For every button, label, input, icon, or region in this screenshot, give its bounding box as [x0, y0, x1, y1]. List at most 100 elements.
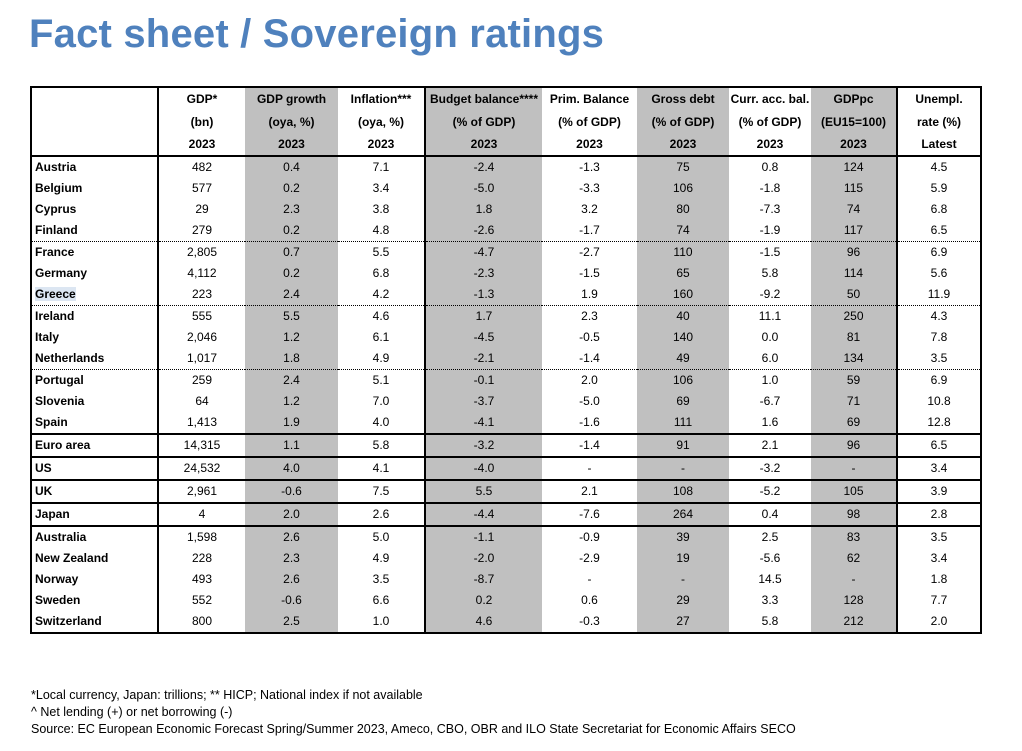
data-cell: 1.2 [245, 327, 338, 348]
data-cell: -5.6 [759, 551, 781, 565]
data-cell: 264 [637, 503, 729, 527]
country-label: Japan [35, 507, 70, 521]
data-cell: 80 [637, 199, 729, 220]
data-cell: 24,532 [158, 457, 245, 481]
data-cell: 4.5 [896, 156, 981, 178]
data-cell: 0.2 [245, 178, 338, 199]
column-header: 2023 [245, 133, 338, 157]
data-cell: 6.5 [896, 220, 981, 242]
data-cell: 0.0 [761, 330, 779, 344]
data-cell: 110 [637, 241, 729, 263]
data-cell: 0.2 [245, 220, 338, 242]
data-cell: 2.4 [245, 369, 338, 391]
data-cell: -1.3 [424, 284, 542, 306]
data-cell: 4.0 [245, 457, 338, 481]
country-label: Switzerland [35, 614, 102, 628]
header-corner [31, 87, 159, 111]
data-cell: 4.9 [338, 348, 425, 370]
data-cell: -2.9 [579, 551, 600, 565]
data-cell: 555 [191, 309, 213, 323]
column-header: Budget balance**** [424, 87, 542, 111]
column-header: GDPpc [811, 87, 897, 111]
data-cell: -0.6 [245, 480, 338, 504]
country-name: France [31, 241, 159, 263]
data-cell: 552 [191, 593, 213, 607]
country-name: Greece [31, 284, 159, 306]
table-row: Netherlands 1,017 1.8 4.9 -2.1 -1.4 49 6.0 134 3.… [31, 348, 981, 370]
column-header: (oya, %) [357, 114, 404, 129]
country-label: Slovenia [35, 394, 85, 408]
column-header: (% of GDP) [637, 111, 729, 133]
data-cell: 0.7 [245, 241, 338, 263]
header-row: GDP* GDP growth Inflation*** Budget balance… [31, 87, 981, 111]
country-label: Spain [35, 415, 68, 429]
data-cell: -1.5 [759, 245, 781, 259]
data-cell: 140 [637, 327, 729, 348]
table-row: Sweden 552 -0.6 6.6 0.2 0.6 29 3.3 128 7.7 [31, 590, 981, 611]
data-cell: 1.2 [245, 391, 338, 412]
data-cell: -0.9 [579, 530, 600, 544]
footnote-currency: *Local currency, Japan: trillions; ** HI… [31, 688, 423, 702]
data-cell: 5.9 [896, 178, 981, 199]
data-cell: 64 [195, 394, 209, 408]
data-cell: 71 [811, 391, 897, 412]
data-cell: 4.0 [338, 412, 425, 435]
country-label: US [35, 461, 52, 475]
data-cell: 212 [811, 611, 897, 633]
country-label: UK [35, 484, 53, 498]
data-cell: - [637, 569, 729, 590]
data-cell: 3.4 [896, 548, 981, 569]
header-row: (bn) (oya, %) (oya, %) (% of GDP) (% of GDP)… [31, 111, 981, 133]
data-cell: 0.4 [245, 156, 338, 178]
data-cell: 49 [637, 348, 729, 370]
data-cell: 2.6 [245, 526, 338, 548]
data-cell: -3.2 [424, 434, 542, 458]
data-cell: 2.4 [245, 284, 338, 306]
data-cell: -7.3 [759, 202, 781, 216]
table-row: Australia 1,598 2.6 5.0 -1.1 -0.9 39 2.5 83 3.5 [31, 526, 981, 548]
data-cell: 6.9 [896, 241, 981, 263]
country-name: Norway [31, 569, 159, 590]
data-cell: 7.0 [372, 394, 390, 408]
data-cell: - [811, 457, 897, 481]
country-name: Germany [31, 263, 159, 284]
data-cell: 96 [811, 241, 897, 263]
country-name: Switzerland [31, 611, 159, 633]
country-label: Cyprus [35, 202, 77, 216]
data-cell: 108 [637, 480, 729, 504]
data-cell: 1.8 [424, 199, 542, 220]
country-label: Sweden [35, 593, 81, 607]
data-cell: 5.1 [372, 373, 390, 387]
data-cell: -3.2 [729, 457, 811, 481]
data-cell: 6.8 [896, 199, 981, 220]
country-label: Portugal [35, 373, 84, 387]
data-cell: 128 [811, 590, 897, 611]
data-cell: 250 [811, 305, 897, 327]
data-cell: 3.4 [372, 181, 390, 195]
data-cell: 91 [637, 434, 729, 458]
data-cell: 14,315 [158, 434, 245, 458]
country-label: Norway [35, 572, 79, 586]
data-cell: 6.1 [372, 330, 390, 344]
table-row: Finland 279 0.2 4.8 -2.6 -1.7 74 -1.9 117 6.5 [31, 220, 981, 242]
data-cell: 81 [811, 327, 897, 348]
data-cell: 124 [811, 156, 897, 178]
data-cell: 6.9 [896, 369, 981, 391]
data-cell: - [811, 569, 897, 590]
data-cell: 228 [191, 551, 213, 565]
data-cell: 1.0 [372, 614, 390, 628]
data-cell: 4.2 [338, 284, 425, 306]
data-cell: -4.7 [424, 241, 542, 263]
data-cell: 2.0 [245, 503, 338, 527]
table-row: Japan 4 2.0 2.6 -4.4 -7.6 264 0.4 98 2.8 [31, 503, 981, 527]
table-row: Italy 2,046 1.2 6.1 -4.5 -0.5 140 0.0 81 7.8 [31, 327, 981, 348]
data-cell: 65 [637, 263, 729, 284]
header-row: 2023 2023 2023 2023 2023 2023 2023 2023 Latest [31, 133, 981, 157]
country-name: Austria [31, 156, 159, 178]
data-cell: 7.1 [372, 160, 390, 174]
data-cell: -2.1 [424, 348, 542, 370]
country-name: US [31, 457, 159, 481]
data-cell: 5.0 [372, 530, 390, 544]
column-header: (oya, %) [245, 111, 338, 133]
data-cell: -0.3 [579, 614, 600, 628]
